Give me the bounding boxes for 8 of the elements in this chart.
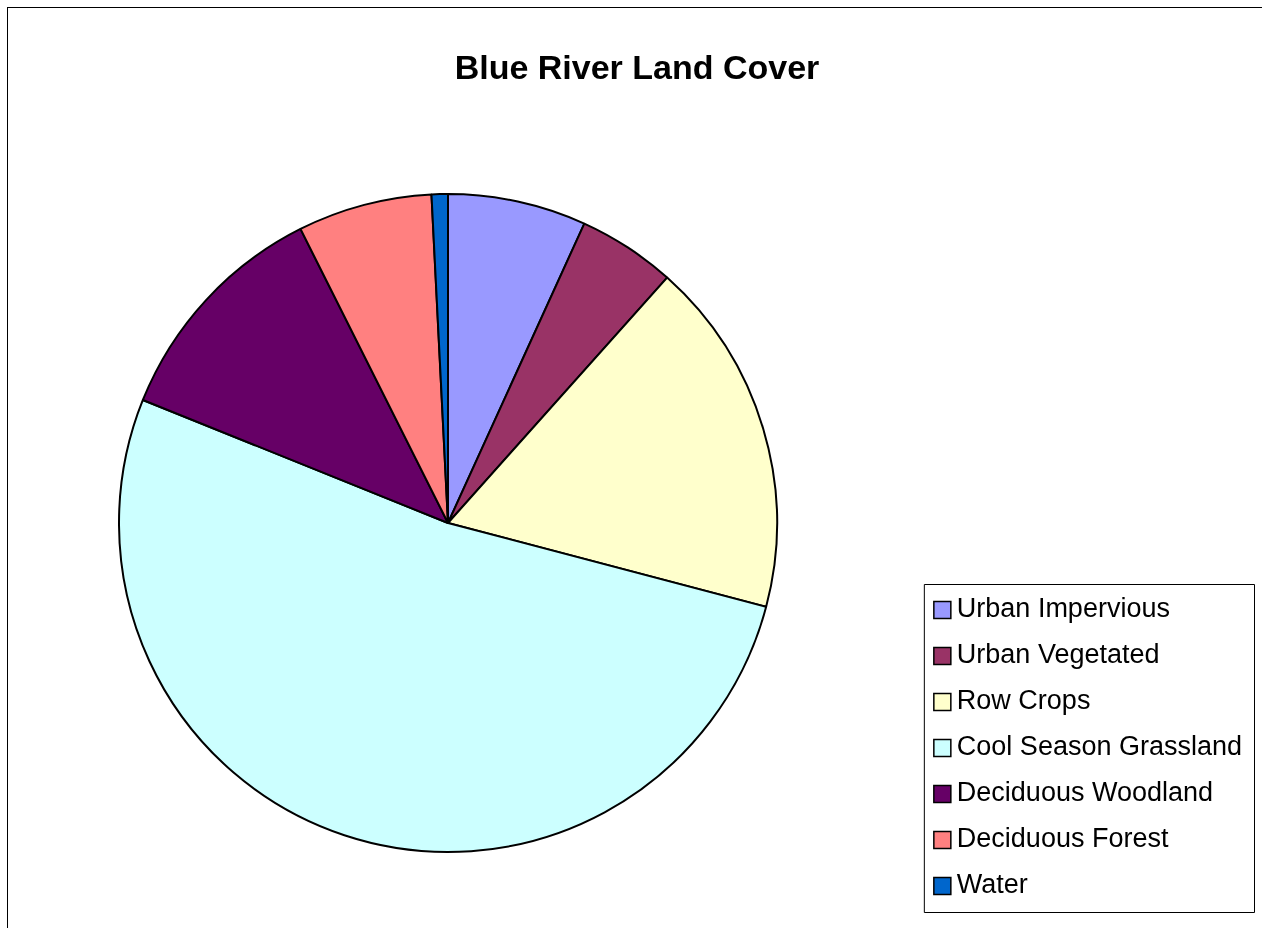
chart-title: Blue River Land Cover xyxy=(454,48,820,87)
legend-label: Deciduous Woodland xyxy=(956,777,1214,808)
legend-label: Cool Season Grassland xyxy=(956,731,1243,762)
legend-label: Row Crops xyxy=(956,685,1091,716)
legend-label: Urban Impervious xyxy=(956,593,1170,624)
legend-label: Urban Vegetated xyxy=(956,639,1160,670)
legend-label: Deciduous Forest xyxy=(956,823,1169,854)
legend-label: Water xyxy=(956,869,1028,900)
